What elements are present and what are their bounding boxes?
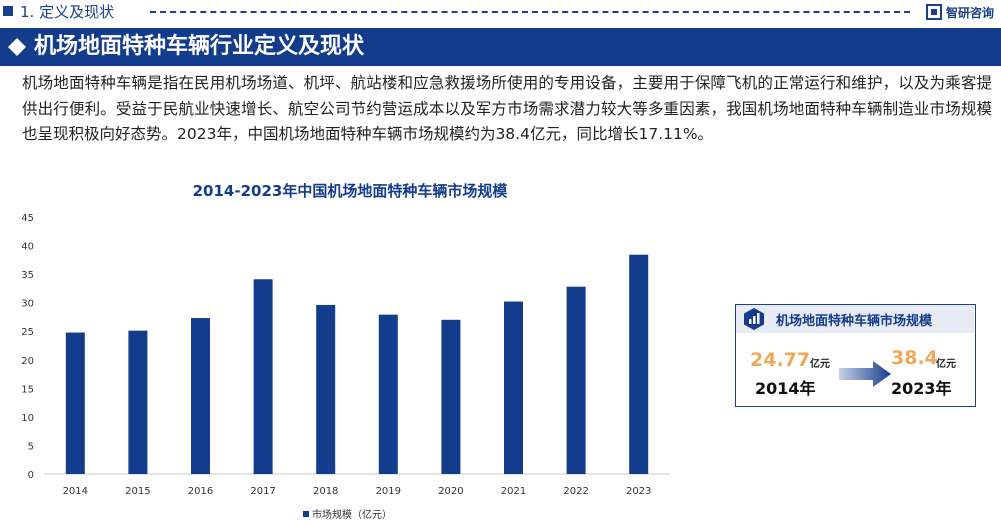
to-value: 38.4: [891, 347, 938, 369]
x-tick-label: 2017: [250, 486, 275, 497]
y-tick-label: 5: [28, 441, 34, 452]
bar: [566, 286, 586, 474]
bar: [629, 254, 649, 474]
bar: [253, 279, 273, 474]
y-tick-label: 25: [21, 327, 34, 338]
chart-title: 2014-2023年中国机场地面特种车辆市场规模: [192, 182, 508, 200]
legend-swatch: [303, 511, 309, 517]
from-unit: 亿元: [810, 359, 830, 370]
title-banner: 机场地面特种车辆行业定义及现状: [0, 28, 1001, 66]
y-tick-label: 45: [21, 213, 34, 224]
intro-paragraph: 机场地面特种车辆是指在民用机场场道、机坪、航站楼和应急救援场所使用的专用设备，主…: [22, 74, 992, 143]
from-year: 2014年: [755, 379, 816, 398]
to-unit: 亿元: [936, 359, 956, 370]
section-header: 1. 定义及现状 智研咨询: [0, 0, 1001, 26]
x-tick-label: 2022: [563, 486, 588, 497]
bar-chart: 0 5 10 15 20 25 30 35 40 45 2014 2015 2016 2017 2018 20…: [21, 213, 670, 521]
brand: 智研咨询: [926, 2, 994, 22]
summary-card-header: 机场地面特种车辆市场规模: [736, 305, 974, 333]
section-marker-icon: [3, 6, 13, 16]
to-year: 2023年: [891, 379, 952, 398]
x-tick-label: 2015: [125, 486, 150, 497]
y-tick-label: 15: [21, 384, 34, 395]
y-tick-label: 35: [21, 270, 34, 281]
legend-label: 市场规模（亿元）: [312, 508, 392, 521]
bar: [378, 314, 398, 474]
y-tick-label: 0: [28, 470, 34, 481]
x-tick-label: 2023: [626, 486, 651, 497]
x-tick-label: 2019: [376, 486, 401, 497]
arrow-right-icon: [839, 361, 891, 387]
y-tick-label: 20: [21, 356, 34, 367]
bar: [504, 301, 523, 474]
section-divider: [150, 11, 910, 13]
diamond-icon: [8, 38, 26, 56]
y-tick-label: 10: [21, 413, 34, 424]
y-tick-label: 40: [21, 242, 34, 253]
section-label: 1. 定义及现状: [20, 3, 115, 21]
bar: [191, 318, 210, 474]
brand-name: 智研咨询: [946, 5, 995, 20]
x-tick-label: 2016: [188, 486, 213, 497]
summary-card: 机场地面特种车辆市场规模 24.77 亿元 2014年 38.4 亿元 2023…: [735, 304, 976, 407]
bar: [65, 332, 85, 474]
page-title: 机场地面特种车辆行业定义及现状: [34, 34, 365, 59]
from-value: 24.77: [750, 349, 811, 371]
bar: [441, 319, 461, 474]
summary-card-title: 机场地面特种车辆市场规模: [776, 314, 933, 329]
y-tick-label: 30: [21, 299, 34, 310]
x-tick-label: 2018: [313, 486, 338, 497]
x-tick-label: 2021: [501, 486, 526, 497]
x-tick-label: 2020: [438, 486, 463, 497]
bar: [316, 304, 336, 474]
bar: [128, 330, 148, 474]
x-tick-label: 2014: [63, 486, 88, 497]
chart-badge-icon: [744, 308, 764, 330]
brand-logo-icon: [926, 4, 942, 20]
